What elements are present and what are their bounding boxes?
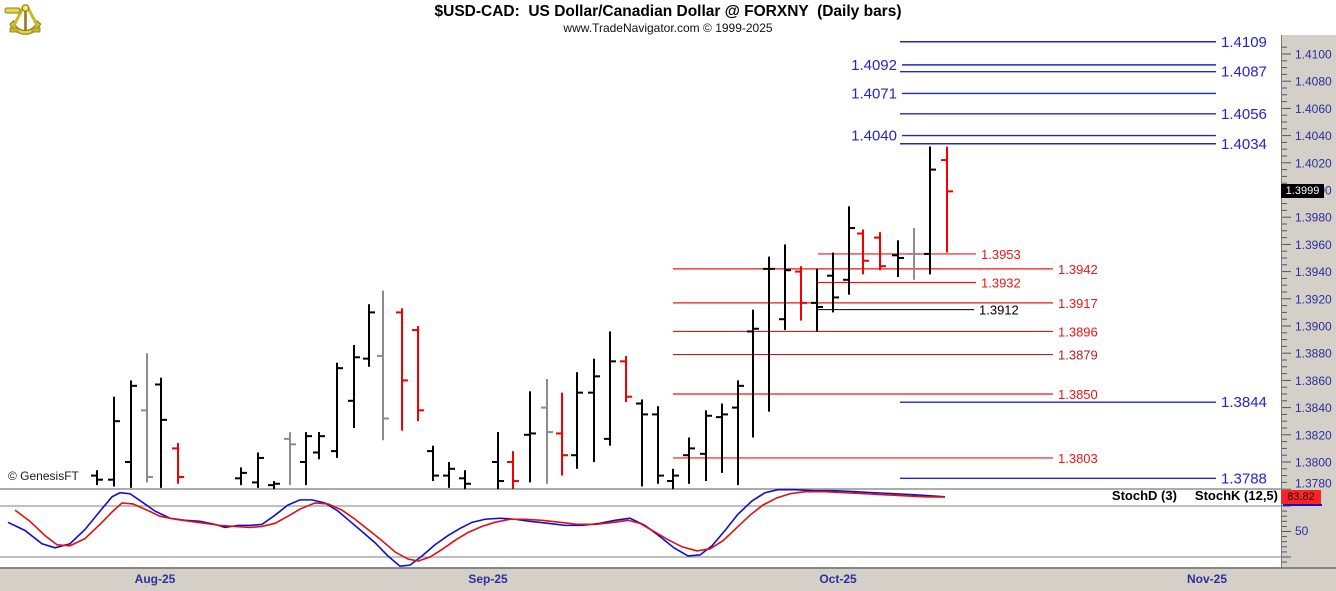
svg-text:1.3840: 1.3840 — [1295, 401, 1332, 415]
svg-text:1.4056: 1.4056 — [1221, 106, 1267, 123]
stochk-legend-label: StochK (12,5) — [1194, 488, 1278, 503]
svg-text:1.3803: 1.3803 — [1058, 451, 1098, 466]
svg-text:1.3820: 1.3820 — [1295, 428, 1332, 442]
svg-text:1.4100: 1.4100 — [1295, 48, 1332, 62]
svg-text:1.3953: 1.3953 — [981, 247, 1021, 262]
date-axis-strip[interactable] — [0, 568, 1336, 591]
svg-text:Sep-25: Sep-25 — [468, 572, 508, 586]
date-axis-labels: Aug-25 Sep-25 Oct-25 Nov-25 — [135, 572, 1228, 586]
svg-text:1.3960: 1.3960 — [1295, 238, 1332, 252]
stochk-line — [7, 488, 946, 568]
svg-text:Aug-25: Aug-25 — [135, 572, 176, 586]
svg-text:1.4040: 1.4040 — [1295, 129, 1332, 143]
ohlc-bars — [91, 146, 953, 490]
svg-text:1.3920: 1.3920 — [1295, 292, 1332, 306]
svg-text:1.3880: 1.3880 — [1295, 347, 1332, 361]
svg-text:1.3940: 1.3940 — [1295, 265, 1332, 279]
gold-sextant-logo — [4, 4, 42, 35]
svg-text:1.4040: 1.4040 — [851, 128, 897, 145]
stochd-line — [14, 490, 946, 562]
svg-text:1.3942: 1.3942 — [1058, 262, 1098, 277]
svg-text:1.3844: 1.3844 — [1221, 394, 1267, 411]
svg-text:1.4109: 1.4109 — [1221, 34, 1267, 51]
svg-text:1.3912: 1.3912 — [979, 303, 1019, 318]
svg-text:Oct-25: Oct-25 — [819, 572, 857, 586]
svg-text:1.4071: 1.4071 — [851, 85, 897, 102]
svg-text:1.3900: 1.3900 — [1295, 320, 1332, 334]
svg-text:1.3932: 1.3932 — [981, 275, 1021, 290]
svg-text:1.3917: 1.3917 — [1058, 296, 1098, 311]
svg-text:1.4080: 1.4080 — [1295, 75, 1332, 89]
axis-strips[interactable] — [0, 35, 1336, 591]
svg-text:1.3879: 1.3879 — [1058, 348, 1098, 363]
stoch-value-badge: 83.82 — [1281, 490, 1321, 504]
svg-text:1.3850: 1.3850 — [1058, 387, 1098, 402]
stoch-axis-mid-label: 50 — [1295, 524, 1309, 538]
svg-text:1.3860: 1.3860 — [1295, 374, 1332, 388]
svg-text:1.3896: 1.3896 — [1058, 324, 1098, 339]
stoch-gridlines — [0, 505, 1281, 558]
price-axis-strip[interactable] — [1282, 35, 1336, 568]
svg-text:1.4020: 1.4020 — [1295, 156, 1332, 170]
stoch-legend: StochD (3) StochK (12,5) — [1000, 488, 1278, 503]
chart-title: $USD-CAD: US Dollar/Canadian Dollar @ FO… — [434, 3, 902, 20]
svg-text:1.4087: 1.4087 — [1221, 64, 1267, 81]
last-price-badge: 1.3999 — [1281, 184, 1324, 198]
svg-text:1.4092: 1.4092 — [851, 57, 897, 74]
svg-text:Nov-25: Nov-25 — [1187, 572, 1227, 586]
svg-text:1.3780: 1.3780 — [1295, 477, 1332, 491]
stochd-legend-label: StochD (3) — [1111, 488, 1177, 503]
svg-text:1.3980: 1.3980 — [1295, 211, 1332, 225]
panel-borders — [0, 35, 1336, 569]
price-level-lines[interactable]: 1.4109 1.4092 1.4087 1.4071 1.4056 1.4040 1.40… — [673, 34, 1267, 488]
stochk-line — [7, 488, 946, 568]
stochd-line — [14, 490, 946, 562]
svg-text:1.4060: 1.4060 — [1295, 102, 1332, 116]
svg-text:1.3788: 1.3788 — [1221, 470, 1267, 487]
genesis-copyright: © GenesisFT — [8, 469, 79, 483]
chart-subtitle: www.TradeNavigator.com © 1999-2025 — [563, 21, 773, 35]
svg-text:1.3800: 1.3800 — [1295, 456, 1332, 470]
svg-text:1.4034: 1.4034 — [1221, 136, 1267, 153]
